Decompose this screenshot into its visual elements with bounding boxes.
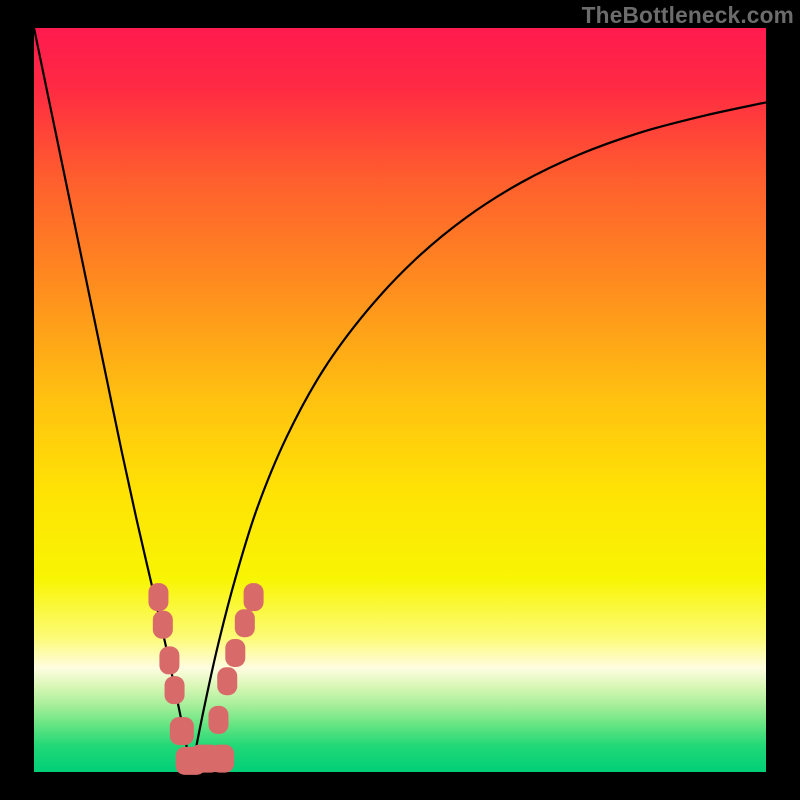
marker bbox=[159, 646, 179, 674]
marker bbox=[210, 745, 234, 773]
marker bbox=[153, 611, 173, 639]
plot-background bbox=[34, 28, 766, 772]
chart-stage: TheBottleneck.com bbox=[0, 0, 800, 800]
marker bbox=[165, 676, 185, 704]
marker bbox=[170, 717, 194, 745]
marker bbox=[208, 706, 228, 734]
bottleneck-curve-chart bbox=[0, 0, 800, 800]
marker bbox=[244, 583, 264, 611]
marker bbox=[225, 639, 245, 667]
marker bbox=[217, 667, 237, 695]
marker bbox=[235, 609, 255, 637]
marker bbox=[148, 583, 168, 611]
